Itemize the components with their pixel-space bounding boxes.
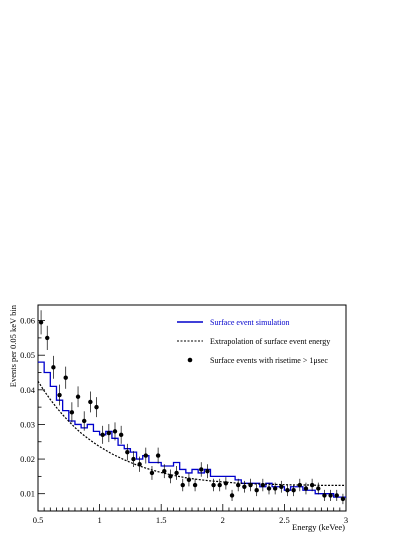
data-point (131, 456, 136, 462)
data-point (328, 493, 333, 498)
extrapolation-curve (37, 380, 346, 486)
data-point (316, 486, 321, 491)
data-point (143, 453, 148, 458)
data-point (137, 462, 142, 467)
simulation-histogram-layer (38, 361, 346, 498)
simulation-histogram (38, 361, 346, 498)
data-point (100, 432, 105, 438)
data-points-layer (38, 310, 346, 505)
data-point (57, 392, 62, 398)
data-point (106, 430, 112, 436)
data-point (242, 484, 247, 489)
data-point (291, 488, 296, 493)
data-point (229, 493, 235, 498)
data-point (334, 493, 339, 498)
x-axis-label: Energy (keVee) (292, 522, 345, 532)
y-tick-label: 0.01 (20, 489, 35, 499)
data-point (186, 477, 192, 483)
data-point (199, 467, 204, 472)
data-point (38, 320, 44, 325)
legend-marker-points (187, 357, 193, 363)
y-tick-label: 0.03 (20, 419, 35, 429)
data-point (155, 453, 161, 458)
x-tick-label: 1.5 (156, 515, 167, 525)
y-tick-label: 0.04 (20, 385, 36, 395)
x-tick-label: 2.5 (279, 515, 290, 525)
data-point (75, 394, 81, 399)
data-point (279, 484, 284, 489)
data-point (309, 482, 315, 488)
data-point (174, 470, 179, 476)
data-point (211, 482, 216, 488)
data-point (118, 432, 124, 438)
data-point (248, 482, 253, 488)
data-point (260, 482, 266, 488)
data-point (69, 410, 75, 415)
data-point (112, 429, 118, 434)
data-point (266, 486, 272, 491)
data-point (51, 365, 56, 370)
data-point (236, 482, 241, 488)
x-axis-ticks: 0.5 1 1.5 2 2.5 3 (33, 504, 348, 525)
extrapolation-curve-layer (37, 380, 346, 486)
data-point (340, 496, 346, 502)
y-tick-label: 0.05 (20, 350, 35, 360)
data-point (168, 474, 173, 479)
data-point (272, 486, 278, 491)
data-point (125, 449, 130, 455)
data-point (94, 404, 99, 410)
data-point (285, 488, 290, 493)
data-point (88, 399, 93, 405)
x-tick-label: 3 (344, 515, 348, 525)
data-point (205, 468, 210, 474)
data-point (303, 486, 309, 491)
y-tick-label: 0.06 (20, 316, 35, 326)
legend: Surface event simulation Extrapolation o… (177, 318, 330, 365)
x-tick-label: 2 (221, 515, 225, 525)
y-axis-ticks: 0.01 0.02 0.03 0.04 0.05 0.06 (20, 316, 45, 512)
data-point (254, 488, 259, 493)
legend-label-simulation: Surface event simulation (210, 318, 290, 327)
y-tick-label: 0.02 (20, 454, 35, 464)
data-point (217, 482, 222, 488)
data-point (180, 482, 185, 488)
x-tick-label: 0.5 (33, 515, 44, 525)
legend-label-extrapolation: Extrapolation of surface event energy (210, 337, 330, 346)
data-point (162, 468, 167, 474)
x-tick-label: 1 (97, 515, 101, 525)
data-point (45, 335, 50, 341)
data-point (63, 375, 68, 380)
legend-label-points: Surface events with risetime > 1μsec (210, 356, 328, 365)
data-point (149, 470, 155, 476)
y-axis-label: Events per 0.05 keV bin (8, 304, 18, 387)
data-point (82, 418, 87, 424)
data-point (192, 482, 198, 488)
data-point (322, 493, 327, 498)
data-point (297, 482, 302, 488)
data-point (223, 481, 229, 486)
